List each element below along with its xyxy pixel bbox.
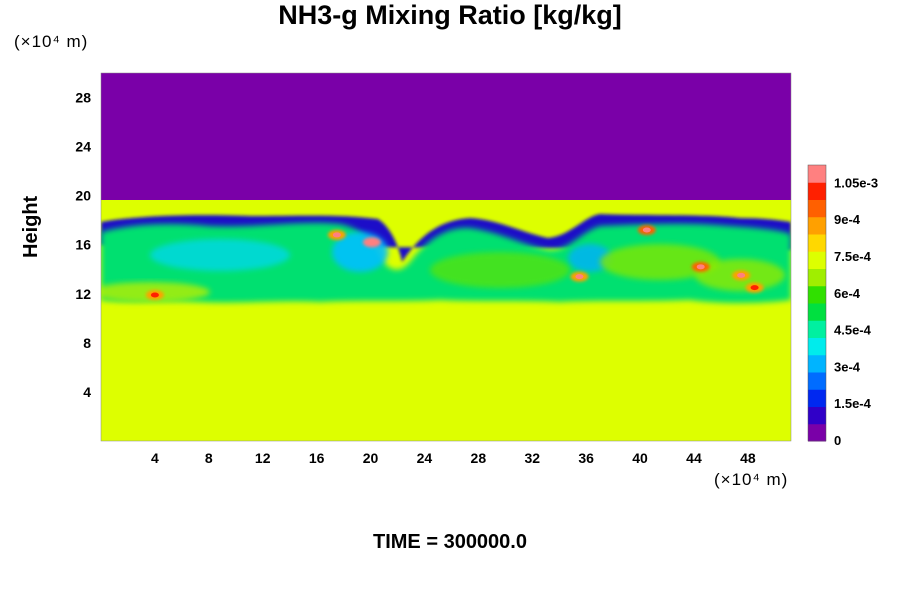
x-tick-label: 24 xyxy=(417,450,433,466)
x-axis-unit: (×10⁴ m) xyxy=(714,470,789,489)
colorbar-segment xyxy=(808,199,826,218)
y-tick-label: 4 xyxy=(83,384,91,400)
y-tick-label: 20 xyxy=(75,188,91,204)
x-tick-label: 48 xyxy=(740,450,756,466)
x-tick-label: 36 xyxy=(578,450,594,466)
colorbar-segment xyxy=(808,303,826,321)
colorbar-segment xyxy=(808,372,826,390)
colorbar-tick-label: 3e-4 xyxy=(834,359,861,374)
colorbar-segment xyxy=(808,268,826,287)
colorbar-segment xyxy=(808,285,826,304)
colorbar-tick-label: 9e-4 xyxy=(834,212,861,227)
colorbar-frame xyxy=(807,164,827,442)
colorbar-segment xyxy=(808,406,826,425)
time-label: TIME = 300000.0 xyxy=(373,531,527,553)
colorbar-tick-label: 1.05e-3 xyxy=(834,175,878,190)
concentration-feature-core xyxy=(737,272,746,278)
y-axis-unit: (×10⁴ m) xyxy=(14,32,89,51)
x-tick-label: 40 xyxy=(632,450,648,466)
colorbar-segment xyxy=(808,337,826,356)
colorbar-tick-label: 1.5e-4 xyxy=(834,396,872,411)
concentration-feature-core xyxy=(750,285,759,291)
mixing-patch xyxy=(600,244,720,280)
x-tick-label: 12 xyxy=(255,450,271,466)
x-tick-label: 4 xyxy=(151,450,159,466)
colorbar-tick-label: 7.5e-4 xyxy=(834,249,872,264)
concentration-feature-core xyxy=(696,264,705,270)
colorbar-segment xyxy=(808,234,826,252)
concentration-feature-core xyxy=(367,239,376,245)
y-tick-label: 24 xyxy=(75,139,91,155)
x-tick-label: 44 xyxy=(686,450,702,466)
colorbar-segment xyxy=(808,354,826,373)
plot-area xyxy=(101,73,791,441)
chart-title: NH3-g Mixing Ratio [kg/kg] xyxy=(278,0,622,30)
colorbar-tick-label: 0 xyxy=(834,433,841,448)
colorbar-tick-label: 6e-4 xyxy=(834,286,861,301)
y-tick-label: 8 xyxy=(83,335,91,351)
colorbar-segment xyxy=(808,165,826,183)
mixing-patch xyxy=(430,252,570,288)
x-axis: 4 8 12 16 20 24 28 32 36 40 44 48 xyxy=(151,450,756,466)
y-tick-label: 16 xyxy=(75,237,91,253)
y-tick-label: 28 xyxy=(75,90,91,106)
concentration-feature-core xyxy=(642,227,651,233)
features-layer xyxy=(145,225,764,301)
colorbar-segment xyxy=(808,389,826,407)
colorbar: 0 1.5e-4 3e-4 4.5e-4 6e-4 7.5e-4 9e-4 1.05e-3 xyxy=(807,164,878,448)
colorbar-tick-label: 4.5e-4 xyxy=(834,323,872,338)
concentration-feature-core xyxy=(150,292,159,298)
colorbar-segment xyxy=(808,182,826,200)
colorbar-segment xyxy=(808,251,826,269)
colorbar-segment xyxy=(808,423,826,442)
y-axis: 4 8 12 16 20 24 28 xyxy=(75,90,91,400)
x-tick-label: 8 xyxy=(205,450,213,466)
x-tick-label: 16 xyxy=(309,450,325,466)
y-tick-label: 12 xyxy=(75,286,91,302)
mixing-patch xyxy=(150,239,290,271)
concentration-feature-core xyxy=(575,274,584,280)
plot-frame xyxy=(100,72,792,442)
x-tick-label: 28 xyxy=(471,450,487,466)
concentration-feature-core xyxy=(332,232,341,238)
x-tick-label: 20 xyxy=(363,450,379,466)
x-tick-label: 32 xyxy=(524,450,540,466)
colorbar-segment xyxy=(808,216,826,235)
colorbar-segment xyxy=(808,320,826,338)
